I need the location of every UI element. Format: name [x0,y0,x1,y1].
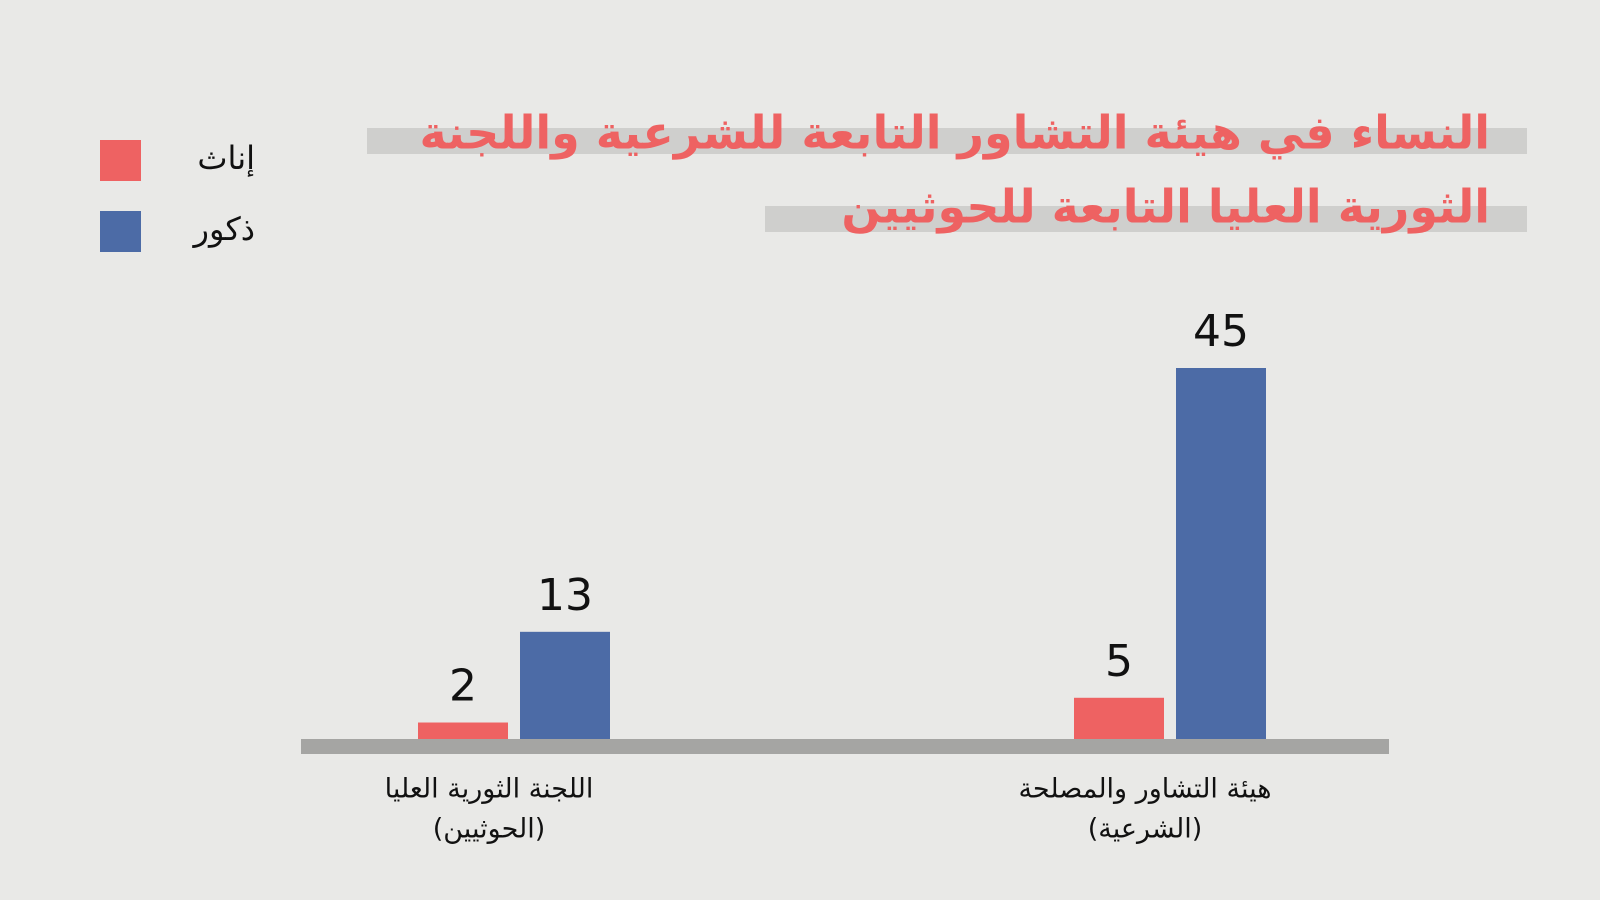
legend-label: إناث [197,139,255,177]
legend-swatch [100,211,141,252]
legend-label: ذكور [192,210,255,248]
chart-title: الثورية العليا التابعة للحوثيين [841,180,1490,234]
title-highlight [765,206,1527,232]
baseline [301,739,1389,754]
legend-swatch [100,140,141,181]
bar [1074,697,1164,739]
bar [1176,368,1266,739]
title-highlight [367,128,1527,154]
value-label: 2 [449,661,477,712]
x-tick-label: هيئة التشاور والمصلحة [1018,774,1271,805]
x-tick-label: (الشرعية) [1088,814,1203,845]
chart-title: النساء في هيئة التشاور التابعة للشرعية و… [419,106,1490,160]
x-tick-label: (الحوثيين) [433,814,546,845]
bar [520,631,610,739]
x-tick-label: اللجنة الثورية العليا [385,774,594,805]
value-label: 13 [537,570,593,621]
bar [418,722,508,739]
value-label: 5 [1105,636,1133,687]
value-label: 45 [1193,306,1249,357]
